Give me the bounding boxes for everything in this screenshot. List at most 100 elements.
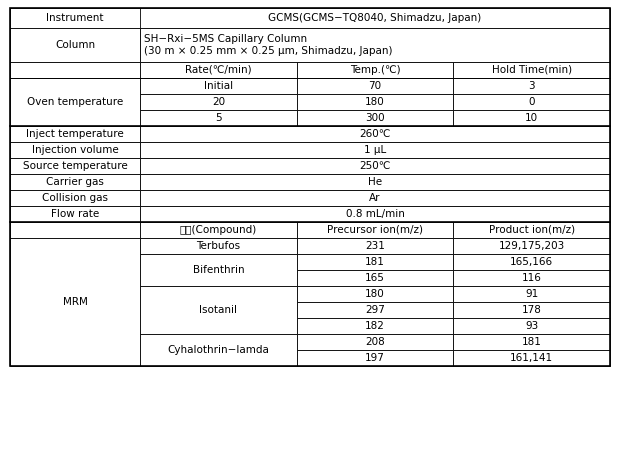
Bar bbox=[140, 206, 610, 222]
Text: 3: 3 bbox=[528, 81, 535, 91]
Text: MRM: MRM bbox=[63, 297, 87, 307]
Bar bbox=[296, 286, 453, 302]
Text: 10: 10 bbox=[525, 113, 538, 123]
Text: 0: 0 bbox=[528, 97, 535, 107]
Bar bbox=[140, 78, 296, 94]
Bar bbox=[140, 142, 610, 158]
Bar bbox=[10, 8, 140, 28]
Text: Bifenthrin: Bifenthrin bbox=[193, 265, 244, 275]
Text: Source temperature: Source temperature bbox=[22, 161, 127, 171]
Text: 182: 182 bbox=[365, 321, 385, 331]
Bar bbox=[10, 190, 140, 206]
Bar bbox=[10, 126, 140, 142]
Text: 1 μL: 1 μL bbox=[364, 145, 386, 155]
Bar bbox=[140, 238, 296, 254]
Bar bbox=[296, 318, 453, 334]
Bar bbox=[140, 286, 296, 334]
Bar bbox=[140, 190, 610, 206]
Bar bbox=[10, 174, 140, 190]
Bar bbox=[296, 222, 453, 238]
Text: 물질(Compound): 물질(Compound) bbox=[180, 225, 257, 235]
Bar bbox=[453, 110, 610, 126]
Text: 178: 178 bbox=[521, 305, 542, 315]
Bar bbox=[140, 174, 610, 190]
Text: Ar: Ar bbox=[370, 193, 381, 203]
Text: GCMS(GCMS−TQ8040, Shimadzu, Japan): GCMS(GCMS−TQ8040, Shimadzu, Japan) bbox=[268, 13, 482, 23]
Text: 197: 197 bbox=[365, 353, 385, 363]
Bar bbox=[453, 238, 610, 254]
Bar bbox=[140, 94, 296, 110]
Text: 129,175,203: 129,175,203 bbox=[498, 241, 565, 251]
Text: Instrument: Instrument bbox=[46, 13, 104, 23]
Text: 300: 300 bbox=[365, 113, 385, 123]
Bar bbox=[10, 78, 140, 126]
Bar bbox=[140, 28, 610, 62]
Text: Initial: Initial bbox=[204, 81, 233, 91]
Text: 181: 181 bbox=[365, 257, 385, 267]
Text: 181: 181 bbox=[521, 337, 542, 347]
Bar bbox=[296, 110, 453, 126]
Text: Collision gas: Collision gas bbox=[42, 193, 108, 203]
Bar bbox=[453, 62, 610, 78]
Text: Column: Column bbox=[55, 40, 95, 50]
Bar bbox=[140, 62, 296, 78]
Text: Product ion(m/z): Product ion(m/z) bbox=[489, 225, 575, 235]
Text: 91: 91 bbox=[525, 289, 538, 299]
Text: 208: 208 bbox=[365, 337, 385, 347]
Bar bbox=[140, 222, 296, 238]
Text: 5: 5 bbox=[215, 113, 221, 123]
Bar bbox=[453, 94, 610, 110]
Bar bbox=[140, 254, 296, 286]
Text: Flow rate: Flow rate bbox=[51, 209, 99, 219]
Text: Rate(℃/min): Rate(℃/min) bbox=[185, 65, 252, 75]
Bar bbox=[296, 94, 453, 110]
Bar bbox=[453, 270, 610, 286]
Text: Hold Time(min): Hold Time(min) bbox=[492, 65, 572, 75]
Bar bbox=[10, 158, 140, 174]
Bar bbox=[296, 270, 453, 286]
Text: 0.8 mL/min: 0.8 mL/min bbox=[345, 209, 404, 219]
Bar bbox=[10, 126, 610, 142]
Bar bbox=[10, 62, 610, 78]
Bar bbox=[10, 190, 610, 206]
Bar bbox=[453, 286, 610, 302]
Text: 180: 180 bbox=[365, 289, 385, 299]
Bar bbox=[453, 254, 610, 270]
Bar bbox=[10, 206, 610, 222]
Text: 231: 231 bbox=[365, 241, 385, 251]
Text: 180: 180 bbox=[365, 97, 385, 107]
Bar bbox=[140, 110, 296, 126]
Text: Injection volume: Injection volume bbox=[32, 145, 118, 155]
Bar bbox=[10, 8, 610, 28]
Bar bbox=[10, 28, 140, 62]
Bar bbox=[453, 302, 610, 318]
Text: 260℃: 260℃ bbox=[360, 129, 391, 139]
Text: 165: 165 bbox=[365, 273, 385, 283]
Text: 20: 20 bbox=[212, 97, 225, 107]
Bar bbox=[453, 318, 610, 334]
Text: Oven temperature: Oven temperature bbox=[27, 97, 123, 107]
Bar bbox=[296, 350, 453, 366]
Bar bbox=[140, 126, 610, 142]
Text: 250℃: 250℃ bbox=[360, 161, 391, 171]
Bar bbox=[10, 158, 610, 174]
Bar bbox=[453, 350, 610, 366]
Bar bbox=[10, 142, 610, 158]
Bar bbox=[10, 222, 140, 238]
Bar bbox=[296, 254, 453, 270]
Text: Cyhalothrin−lamda: Cyhalothrin−lamda bbox=[167, 345, 269, 355]
Bar bbox=[10, 238, 140, 366]
Text: Terbufos: Terbufos bbox=[197, 241, 241, 251]
Text: 70: 70 bbox=[368, 81, 381, 91]
Bar bbox=[296, 302, 453, 318]
Text: Temp.(℃): Temp.(℃) bbox=[350, 65, 401, 75]
Bar bbox=[296, 238, 453, 254]
Text: Isotanil: Isotanil bbox=[200, 305, 237, 315]
Text: He: He bbox=[368, 177, 382, 187]
Text: Carrier gas: Carrier gas bbox=[46, 177, 104, 187]
Text: 297: 297 bbox=[365, 305, 385, 315]
Bar bbox=[10, 62, 140, 78]
Bar bbox=[140, 334, 296, 366]
Bar bbox=[10, 8, 610, 366]
Text: Inject temperature: Inject temperature bbox=[26, 129, 124, 139]
